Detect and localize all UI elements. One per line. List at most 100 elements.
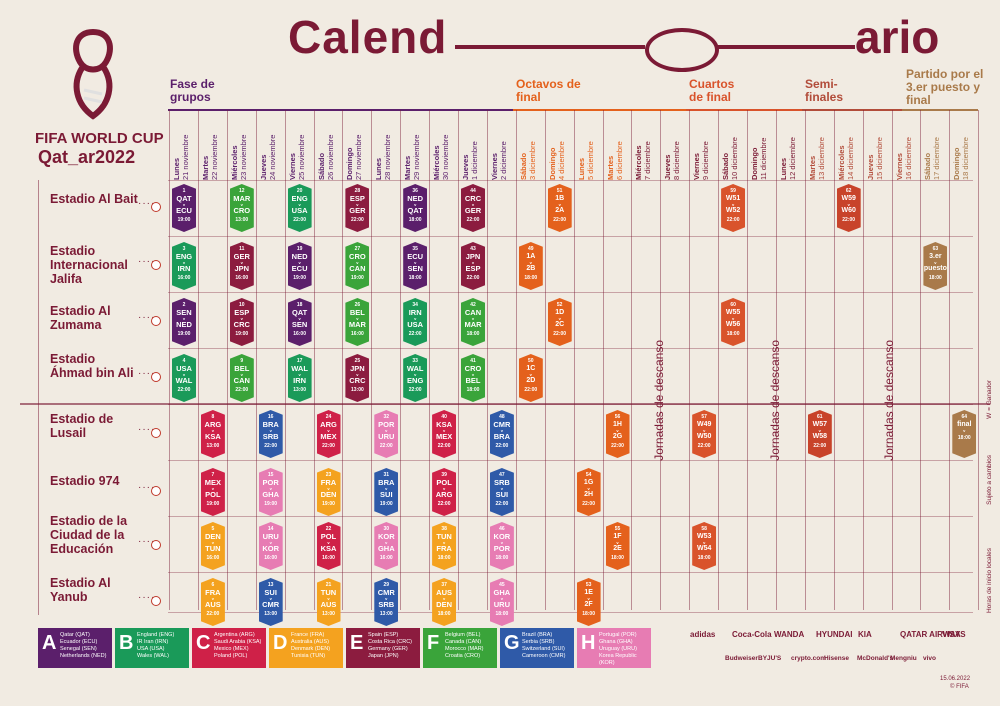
kickoff-time: 22:00 <box>813 443 827 449</box>
versus: v <box>327 596 330 601</box>
match-number: 9 <box>240 358 244 364</box>
grid-column-line <box>458 110 459 610</box>
team-b: CRO <box>233 206 251 215</box>
match-number: 62 <box>845 188 852 194</box>
match-number: 14 <box>267 526 274 532</box>
day-weekday: Viernes <box>489 153 499 180</box>
group-team: Brazil (BRA) <box>522 632 553 638</box>
team-a: JPN <box>465 252 481 261</box>
team-b: W58 <box>812 433 827 440</box>
day-date: 13 diciembre <box>816 137 826 180</box>
versus: v <box>471 202 475 207</box>
kickoff-time: 22:00 <box>611 443 624 449</box>
group-team: Croatia (CRO) <box>445 653 481 659</box>
brand-host: Qat_ar2022 <box>38 147 136 167</box>
group-team: Cameroon (CMR) <box>522 653 566 659</box>
match-number: 47 <box>499 472 505 478</box>
team-a: NED <box>291 252 308 261</box>
kickoff-time: 13:00 <box>350 387 364 393</box>
match-card: 41 CRO v BEL 18:00 <box>461 354 485 402</box>
sponsor-logo: HYUNDAI <box>816 630 853 639</box>
match-number: 18 <box>296 302 303 308</box>
team-a: WAL <box>406 364 424 373</box>
sponsor-logo: KIA <box>858 630 872 639</box>
grid-column-line <box>775 110 777 610</box>
venue-pin-icon <box>151 486 161 496</box>
group-letter: D <box>273 632 288 654</box>
sponsor-logo: vivo <box>923 655 937 662</box>
venue-dots: ···· <box>138 256 156 267</box>
match-card: 64 final v 18:00 <box>952 410 977 458</box>
match-number: 11 <box>239 246 245 252</box>
grid-column-line <box>891 110 893 610</box>
match-number: 56 <box>614 414 621 420</box>
phase-r16: Octavos de final <box>516 77 581 104</box>
team-b: ECU <box>291 264 308 273</box>
kickoff-time: 22:00 <box>408 331 422 337</box>
day-date: 30 noviembre <box>441 134 451 180</box>
versus: v <box>269 540 272 545</box>
group-team: Poland (POL) <box>214 653 248 659</box>
footer-copyright: © FIFA <box>950 684 969 690</box>
match-number: 61 <box>817 414 823 420</box>
versus: v <box>356 316 359 321</box>
venue-pin-icon <box>151 316 161 326</box>
kickoff-time: 22:00 <box>553 331 567 337</box>
team-a: FRA <box>205 588 221 597</box>
kickoff-time: 22:00 <box>495 501 509 507</box>
day-date: 26 noviembre <box>325 134 335 180</box>
match-number: 32 <box>383 414 390 420</box>
versus: v <box>500 486 503 491</box>
day-date: 11 diciembre <box>759 137 768 180</box>
match-card: 40 KSA v MEX 22:00 <box>432 410 457 458</box>
team-b: W50 <box>696 433 712 440</box>
grid-row-line <box>168 348 973 349</box>
kickoff-time: 16:00 <box>206 555 220 561</box>
team-b: ARG <box>435 490 453 499</box>
venue-dots: ···· <box>138 368 156 379</box>
sponsor-logo: VISA <box>942 630 961 639</box>
day-weekday: Martes <box>807 155 817 180</box>
match-number: 59 <box>730 188 736 194</box>
page-title-end: ario <box>855 11 940 63</box>
kickoff-time: 22:00 <box>350 217 364 223</box>
kickoff-time: 13:00 <box>206 443 220 449</box>
day-date: 12 diciembre <box>787 137 797 180</box>
sponsor-logo: crypto.com <box>791 655 827 662</box>
match-card: 38 TUN v FRA 18:00 <box>432 522 457 570</box>
versus: v <box>298 202 301 207</box>
kickoff-time: 18:00 <box>466 331 480 337</box>
match-card: 24 ARG v MEX 22:00 <box>316 410 341 458</box>
team-b: TUN <box>205 544 221 553</box>
kickoff-time: 19:00 <box>379 501 393 507</box>
day-date: 27 noviembre <box>354 134 364 180</box>
team-b: KSA <box>320 544 337 553</box>
team-a: IRN <box>408 308 422 317</box>
match-card: 9 BEL v CAN 22:00 <box>229 354 254 402</box>
versus: v <box>500 596 503 601</box>
team-a: ENG <box>175 252 193 261</box>
kickoff-time: 22:00 <box>206 611 220 617</box>
day-date: 16 diciembre <box>903 137 913 180</box>
team-a: POR <box>378 420 395 429</box>
day-header: Lunes 12 diciembre <box>779 118 797 180</box>
kickoff-time: 22:00 <box>437 501 451 507</box>
match-number: 7 <box>211 472 215 478</box>
versus: v <box>182 260 186 265</box>
rest-days-label: Jornadas de descanso <box>768 340 782 461</box>
kickoff-time: 16:00 <box>264 555 278 561</box>
team-a: BEL <box>349 308 365 317</box>
day-date: 28 noviembre <box>383 134 393 180</box>
match-card: 28 ESP v GER 22:00 <box>345 184 370 232</box>
grid-column-line <box>631 110 633 610</box>
match-card: 48 CMR v BRA 22:00 <box>489 410 514 458</box>
versus: v <box>471 316 475 321</box>
grid-column-line <box>978 110 980 610</box>
day-header: Viernes 2 diciembre <box>490 118 508 180</box>
match-number: 42 <box>470 302 476 308</box>
versus: v <box>442 428 446 433</box>
kickoff-time: 16:00 <box>379 555 393 561</box>
rest-days-label: Jornadas de descanso <box>882 340 896 461</box>
match-card: 44 CRC v GER 22:00 <box>461 184 485 232</box>
grid-row-line <box>168 460 973 461</box>
